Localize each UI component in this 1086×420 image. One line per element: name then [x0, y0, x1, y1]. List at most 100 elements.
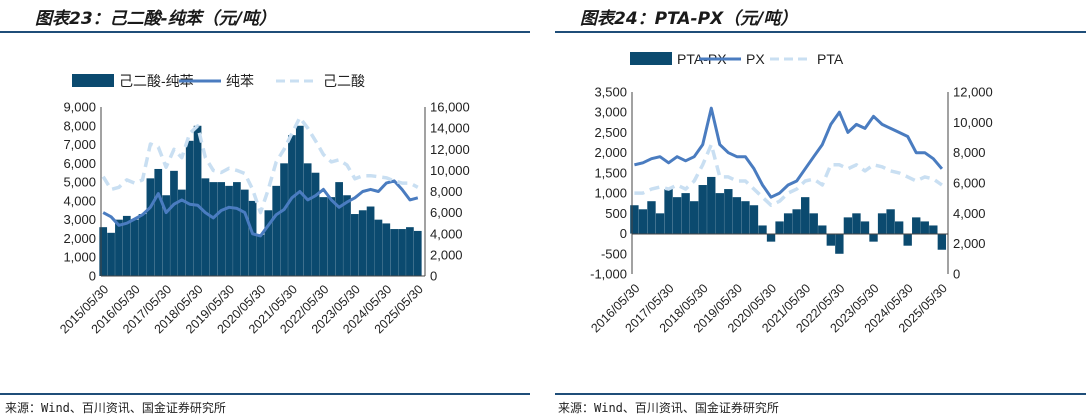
right-bar	[903, 233, 912, 246]
left-chart-title: 图表23：己二酸-纯苯（元/吨）	[35, 9, 276, 29]
left-bar	[280, 163, 288, 276]
left-bar	[264, 210, 273, 276]
right-bar	[869, 233, 878, 242]
right-bar	[809, 213, 818, 234]
right-right-tick-label: 12,000	[953, 85, 993, 100]
left-bar	[193, 125, 202, 277]
left-left-tick-label: 9,000	[63, 100, 96, 115]
left-bar	[209, 182, 218, 276]
right-bar	[707, 176, 716, 234]
right-bar	[886, 209, 895, 234]
right-bar	[801, 197, 810, 234]
left-right-tick-label: 6,000	[430, 205, 463, 220]
right-bar	[647, 201, 656, 234]
left-bar	[177, 189, 186, 276]
right-left-tick-label: 3,000	[594, 105, 627, 120]
left-bar	[311, 172, 320, 276]
right-right-tick-label: 6,000	[953, 176, 986, 191]
right-bar	[912, 217, 921, 234]
right-bar	[672, 197, 682, 234]
left-legend-label-0: 己二酸-纯苯	[119, 73, 194, 89]
right-left-tick-label: 2,500	[594, 125, 627, 140]
right-legend-swatch-0	[630, 52, 672, 65]
left-bar	[170, 170, 178, 276]
right-bar	[724, 189, 733, 234]
left-bar	[406, 227, 414, 276]
left-bar	[225, 185, 233, 276]
left-source-rule	[0, 393, 530, 395]
left-title-rule	[0, 31, 530, 33]
right-bar	[843, 217, 853, 234]
right-bar	[860, 221, 870, 234]
left-left-tick-label: 2,000	[63, 231, 96, 246]
left-bar	[382, 223, 391, 276]
left-bar	[350, 214, 359, 276]
left-right-tick-label: 4,000	[430, 226, 463, 241]
left-series-line-2	[101, 115, 419, 215]
left-bar	[374, 219, 383, 276]
left-bar	[146, 178, 155, 276]
left-right-tick-label: 14,000	[430, 121, 470, 136]
right-bar	[852, 213, 861, 234]
left-left-tick-label: 3,000	[63, 212, 96, 227]
left-right-tick-label: 0	[430, 269, 437, 284]
right-bar	[766, 233, 776, 242]
right-bar	[826, 233, 836, 246]
left-bar	[303, 163, 312, 276]
right-title-rule	[555, 31, 1086, 33]
right-bar	[783, 213, 793, 234]
right-right-tick-label: 10,000	[953, 115, 993, 130]
right-left-tick-label: 0	[620, 226, 627, 241]
right-legend-label-1: PX	[746, 51, 765, 67]
right-bar	[630, 205, 639, 234]
right-bar	[835, 233, 844, 254]
right-bar	[920, 221, 929, 234]
right-bar	[877, 213, 887, 234]
right-bar	[758, 225, 767, 234]
right-chart-title: 图表24：PTA-PX（元/吨）	[580, 9, 798, 29]
left-left-tick-label: 8,000	[63, 118, 96, 133]
left-bar	[358, 210, 367, 276]
left-bar	[366, 206, 375, 276]
left-bar	[185, 140, 194, 276]
right-source-rule	[555, 393, 1086, 395]
left-bar	[327, 197, 336, 276]
right-left-tick-label: 3,500	[594, 85, 627, 100]
left-bar	[248, 200, 257, 276]
right-bar	[698, 185, 707, 234]
right-bar	[937, 233, 947, 250]
left-legend-swatch-0	[72, 74, 114, 87]
right-bar	[929, 225, 938, 234]
right-bar	[655, 213, 665, 234]
left-bar	[240, 189, 249, 276]
left-right-tick-label: 10,000	[430, 163, 470, 178]
left-left-tick-label: 6,000	[63, 156, 96, 171]
left-bar	[217, 182, 226, 276]
left-bar	[288, 135, 296, 276]
charts-canvas: 己二酸-纯苯 纯苯 己二酸 0 1,000 2,000 3,000 4,000 5,000 6,0…	[57, 51, 993, 336]
left-bar	[99, 227, 108, 276]
left-left-tick-label: 0	[89, 269, 96, 284]
left-right-tick-label: 8,000	[430, 184, 463, 199]
right-left-tick-label: -1,000	[590, 267, 627, 282]
left-series-line-1	[102, 179, 419, 238]
left-left-tick-label: 1,000	[63, 250, 96, 265]
left-bar	[256, 234, 265, 276]
left-bar	[233, 182, 241, 276]
right-left-tick-label: 1,500	[594, 165, 627, 180]
left-left-tick-label: 5,000	[63, 175, 96, 190]
left-bar	[138, 214, 147, 276]
right-right-tick-label: 0	[953, 267, 960, 282]
right-bar	[638, 209, 648, 234]
right-bar	[792, 209, 801, 234]
left-source-note: 来源：Wind、百川资讯、国金证券研究所	[5, 401, 226, 415]
left-bar	[162, 195, 170, 276]
left-bar	[272, 185, 281, 276]
left-bar	[398, 229, 406, 276]
right-bar	[689, 201, 699, 234]
left-left-tick-label: 4,000	[63, 193, 96, 208]
right-bar	[749, 205, 759, 234]
right-bar	[894, 221, 904, 234]
left-bar	[154, 168, 163, 276]
right-bar	[732, 197, 742, 234]
